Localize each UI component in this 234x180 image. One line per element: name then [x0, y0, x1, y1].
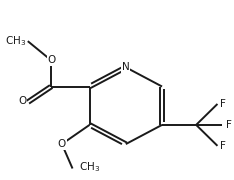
- Text: F: F: [226, 120, 232, 130]
- Text: CH$_3$: CH$_3$: [79, 160, 100, 174]
- Text: O: O: [47, 55, 55, 65]
- Text: O: O: [18, 96, 27, 106]
- Text: F: F: [219, 99, 226, 109]
- Text: CH$_3$: CH$_3$: [5, 34, 27, 48]
- Text: O: O: [58, 139, 66, 149]
- Text: F: F: [219, 141, 226, 151]
- Text: N: N: [122, 62, 130, 72]
